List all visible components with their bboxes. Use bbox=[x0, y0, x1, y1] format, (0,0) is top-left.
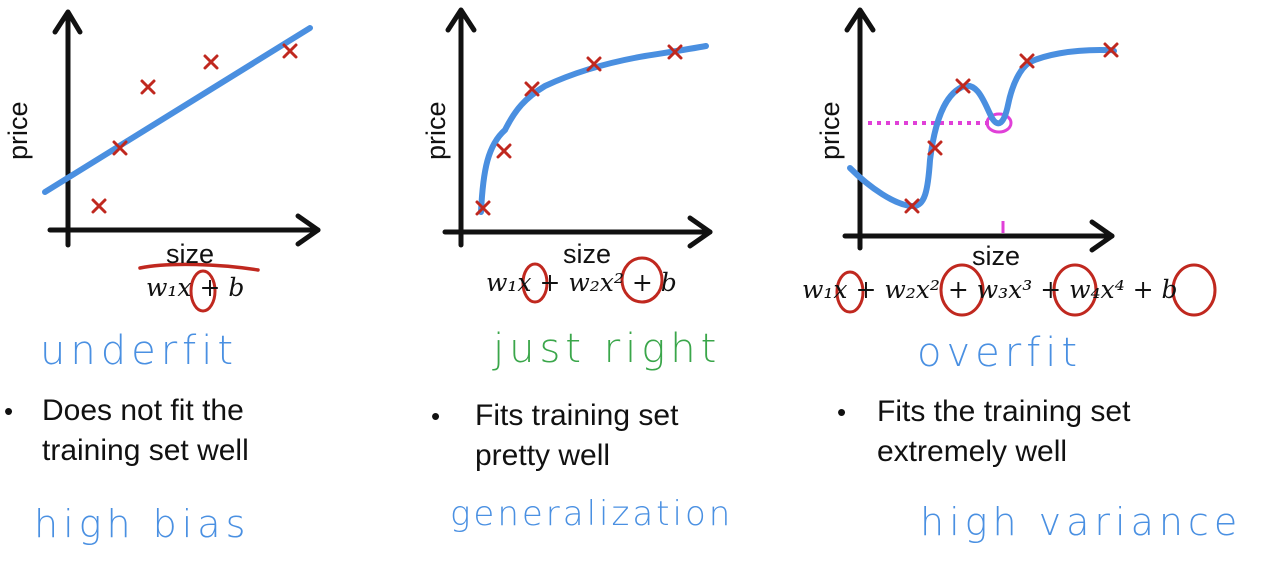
note-label: high variance bbox=[920, 500, 1243, 544]
x-axis-label: size bbox=[972, 241, 1021, 271]
verdict-label: just right bbox=[493, 326, 722, 372]
bullet-line-2: extremely well bbox=[877, 435, 1068, 468]
circle-mark-x3 bbox=[1052, 263, 1098, 317]
x-axis-arrow bbox=[1089, 219, 1115, 253]
x-axis-label: size bbox=[166, 239, 215, 269]
data-point bbox=[91, 43, 298, 214]
x-axis-arrow bbox=[687, 215, 713, 249]
verdict-label: overfit bbox=[917, 330, 1083, 376]
circle-mark-x1 bbox=[835, 270, 865, 314]
circle-mark-x bbox=[189, 269, 217, 313]
plot-just-right bbox=[442, 7, 713, 304]
y-axis-label: price bbox=[3, 101, 33, 160]
bullet-point: • bbox=[837, 392, 846, 432]
note-label: high bias bbox=[34, 502, 251, 546]
bullet-line-1: Fits the training set bbox=[877, 395, 1131, 428]
highlight-circle bbox=[985, 112, 1013, 134]
note-label: generalization bbox=[450, 494, 734, 534]
bullet-dot: • bbox=[837, 397, 847, 427]
bullet-point: • bbox=[431, 396, 440, 436]
bullet-line-2: training set well bbox=[42, 434, 249, 467]
bullet-line-2: pretty well bbox=[475, 439, 611, 472]
quadratic-fit-curve bbox=[478, 43, 709, 215]
y-axis-label: price bbox=[815, 101, 845, 160]
x-axis-label: size bbox=[563, 239, 612, 269]
plot-underfit bbox=[42, 9, 321, 313]
bullet-line-1: Fits training set bbox=[475, 399, 679, 432]
y-axis-label: price bbox=[421, 101, 451, 160]
data-point bbox=[904, 42, 1119, 214]
plot-overfit bbox=[835, 7, 1217, 317]
strikethrough-mark bbox=[138, 262, 260, 272]
data-point bbox=[475, 44, 683, 216]
quartic-fit-curve bbox=[847, 46, 1117, 209]
circle-mark-x4 bbox=[1171, 263, 1217, 317]
circle-mark-x bbox=[521, 262, 549, 304]
bullet-line-1: Does not fit the bbox=[42, 394, 244, 427]
x-axis-arrow bbox=[295, 213, 321, 247]
circle-mark-x2 bbox=[939, 263, 985, 317]
model-formula: w₁x + w₂x² + w₃x³ + w₄x⁴ + b bbox=[802, 275, 1178, 304]
circle-mark-x2 bbox=[620, 256, 664, 304]
bullet-dot: • bbox=[4, 396, 14, 426]
bullet-point: • bbox=[4, 391, 13, 431]
verdict-label: underfit bbox=[40, 328, 239, 374]
model-formula: w₁x + b bbox=[146, 273, 245, 302]
model-formula: w₁x + w₂x² + b bbox=[486, 268, 677, 297]
bullet-dot: • bbox=[431, 401, 441, 431]
linear-fit-line bbox=[42, 25, 313, 195]
